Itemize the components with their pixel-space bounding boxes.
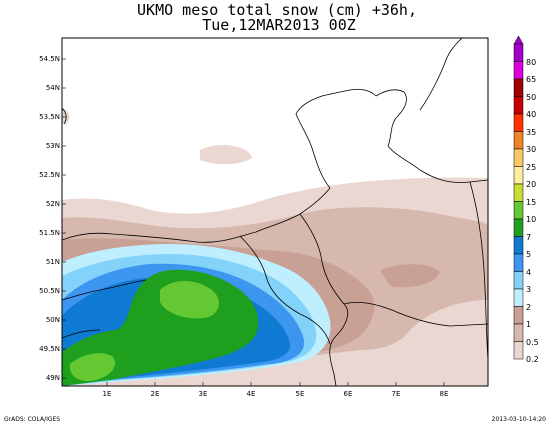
- map-title-line2: Tue,12MAR2013 00Z: [202, 16, 356, 34]
- snow-1-area-east: [380, 264, 440, 288]
- colorbar-level-label: 35: [526, 127, 537, 137]
- lon-label: 4E: [246, 390, 256, 398]
- colorbar-swatch: [513, 166, 524, 185]
- snowfall-field: [62, 38, 488, 386]
- colorbar-swatch: [513, 341, 524, 360]
- footer-timestamp: 2013-03-10-14:20: [491, 416, 546, 423]
- lat-label: 50.5N: [39, 287, 60, 295]
- colorbar: [513, 35, 524, 360]
- lon-label: 2E: [150, 390, 160, 398]
- colorbar-level-label: 0.5: [526, 337, 539, 347]
- lon-label: 5E: [295, 390, 305, 398]
- lat-label: 52N: [45, 200, 60, 208]
- lat-label: 53.5N: [39, 113, 60, 121]
- colorbar-level-label: 2: [526, 302, 532, 312]
- lat-label: 54N: [45, 84, 60, 92]
- lon-label: 6E: [343, 390, 353, 398]
- colorbar-swatch: [513, 288, 524, 307]
- snow-0.2-area-uk: [62, 108, 70, 124]
- map-frame: [61, 37, 489, 387]
- lat-label: 50N: [45, 316, 60, 324]
- colorbar-level-label: 10: [526, 215, 537, 224]
- colorbar-swatch: [513, 306, 524, 325]
- lon-label: 3E: [198, 390, 208, 398]
- colorbar-level-label: 4: [526, 267, 532, 277]
- axis-ticks: [62, 58, 445, 386]
- colorbar-swatch: [513, 253, 524, 272]
- lat-label: 53N: [45, 142, 60, 150]
- colorbar-level-label: 7: [526, 232, 532, 242]
- lon-label: 7E: [391, 390, 401, 398]
- colorbar-swatch: [513, 183, 524, 202]
- lat-label: 51.5N: [39, 229, 60, 237]
- colorbar-level-label: 20: [526, 180, 537, 189]
- colorbar-swatch: [513, 218, 524, 237]
- colorbar-swatch: [513, 61, 524, 80]
- colorbar-swatch: [513, 113, 524, 132]
- lon-label: 1E: [102, 390, 112, 398]
- colorbar-level-label: 0.2: [526, 355, 539, 364]
- footer-credit: GrADS: COLA/IGES: [4, 416, 61, 423]
- lat-label: 52.5N: [39, 171, 60, 179]
- lat-label: 51N: [45, 258, 60, 266]
- colorbar-level-label: 5: [526, 250, 532, 259]
- colorbar-swatch: [513, 201, 524, 220]
- colorbar-level-label: 65: [526, 75, 537, 84]
- colorbar-level-label: 3: [526, 285, 532, 294]
- colorbar-level-label: 15: [526, 197, 537, 207]
- colorbar-level-label: 80: [526, 57, 537, 67]
- colorbar-level-label: 25: [526, 162, 537, 172]
- snow-15-area: [160, 281, 219, 319]
- colorbar-swatch: [513, 78, 524, 97]
- colorbar-top-arrow: [513, 35, 524, 45]
- map-title-line1: UKMO meso total snow (cm) +36h,: [137, 1, 417, 19]
- colorbar-swatch: [513, 131, 524, 150]
- colorbar-swatch: [513, 43, 524, 62]
- colorbar-swatch: [513, 323, 524, 342]
- snow-0.2-area-north: [200, 144, 252, 165]
- colorbar-level-label: 40: [526, 110, 537, 119]
- lat-label: 49N: [45, 374, 60, 382]
- snow-15-area-sw: [69, 353, 116, 382]
- colorbar-level-label: 30: [526, 145, 537, 154]
- lat-label: 49.5N: [39, 345, 60, 353]
- snow-0.5-area-se: [420, 230, 486, 253]
- colorbar-swatch: [513, 96, 524, 115]
- lat-label: 54.5N: [39, 55, 60, 63]
- lon-label: 8E: [439, 390, 449, 398]
- country-borders: [62, 38, 488, 386]
- colorbar-swatch: [513, 148, 524, 167]
- colorbar-swatch: [513, 271, 524, 290]
- colorbar-swatch: [513, 236, 524, 255]
- colorbar-level-label: 50: [526, 92, 537, 102]
- colorbar-level-label: 1: [526, 320, 532, 329]
